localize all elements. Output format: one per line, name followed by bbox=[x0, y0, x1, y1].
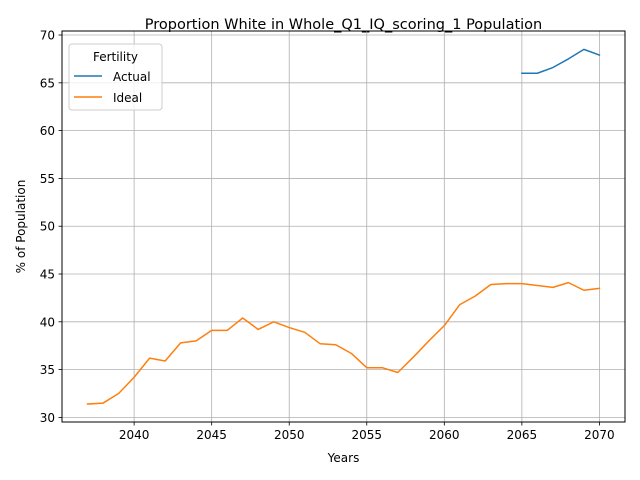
axis-ticks: 2040 2045 2050 2055 2060 2065 2070 30 35 40 45 50 55… bbox=[40, 29, 615, 442]
y-tick-label: 65 bbox=[40, 76, 55, 90]
legend-title: Fertility bbox=[93, 50, 138, 64]
y-tick-label: 70 bbox=[40, 29, 55, 43]
x-tick-label: 2065 bbox=[507, 428, 538, 442]
x-tick-label: 2040 bbox=[119, 428, 150, 442]
y-tick-label: 30 bbox=[40, 411, 55, 425]
series-line-actual bbox=[521, 48, 601, 74]
x-tick-label: 2060 bbox=[429, 428, 460, 442]
legend-box bbox=[68, 43, 163, 111]
y-tick-label: 50 bbox=[40, 220, 55, 234]
y-tick-label: 40 bbox=[40, 315, 55, 329]
x-tick-label: 2070 bbox=[584, 428, 615, 442]
x-tick-label: 2050 bbox=[274, 428, 305, 442]
legend-label-actual: Actual bbox=[113, 70, 151, 84]
series-lines bbox=[86, 48, 601, 405]
y-tick-label: 55 bbox=[40, 172, 55, 186]
x-tick-label: 2045 bbox=[196, 428, 227, 442]
legend: Fertility Actual Ideal bbox=[68, 43, 163, 111]
y-tick-label: 45 bbox=[40, 268, 55, 282]
x-tick-label: 2055 bbox=[351, 428, 382, 442]
series-line-ideal bbox=[86, 281, 601, 405]
x-axis-label: Years bbox=[327, 451, 360, 465]
grid bbox=[62, 31, 625, 422]
y-tick-label: 35 bbox=[40, 363, 55, 377]
y-axis-label: % of Population bbox=[14, 180, 28, 274]
y-tick-label: 60 bbox=[40, 124, 55, 138]
legend-label-ideal: Ideal bbox=[113, 91, 142, 105]
chart-title: Proportion White in Whole_Q1_IQ_scoring_… bbox=[145, 17, 543, 33]
